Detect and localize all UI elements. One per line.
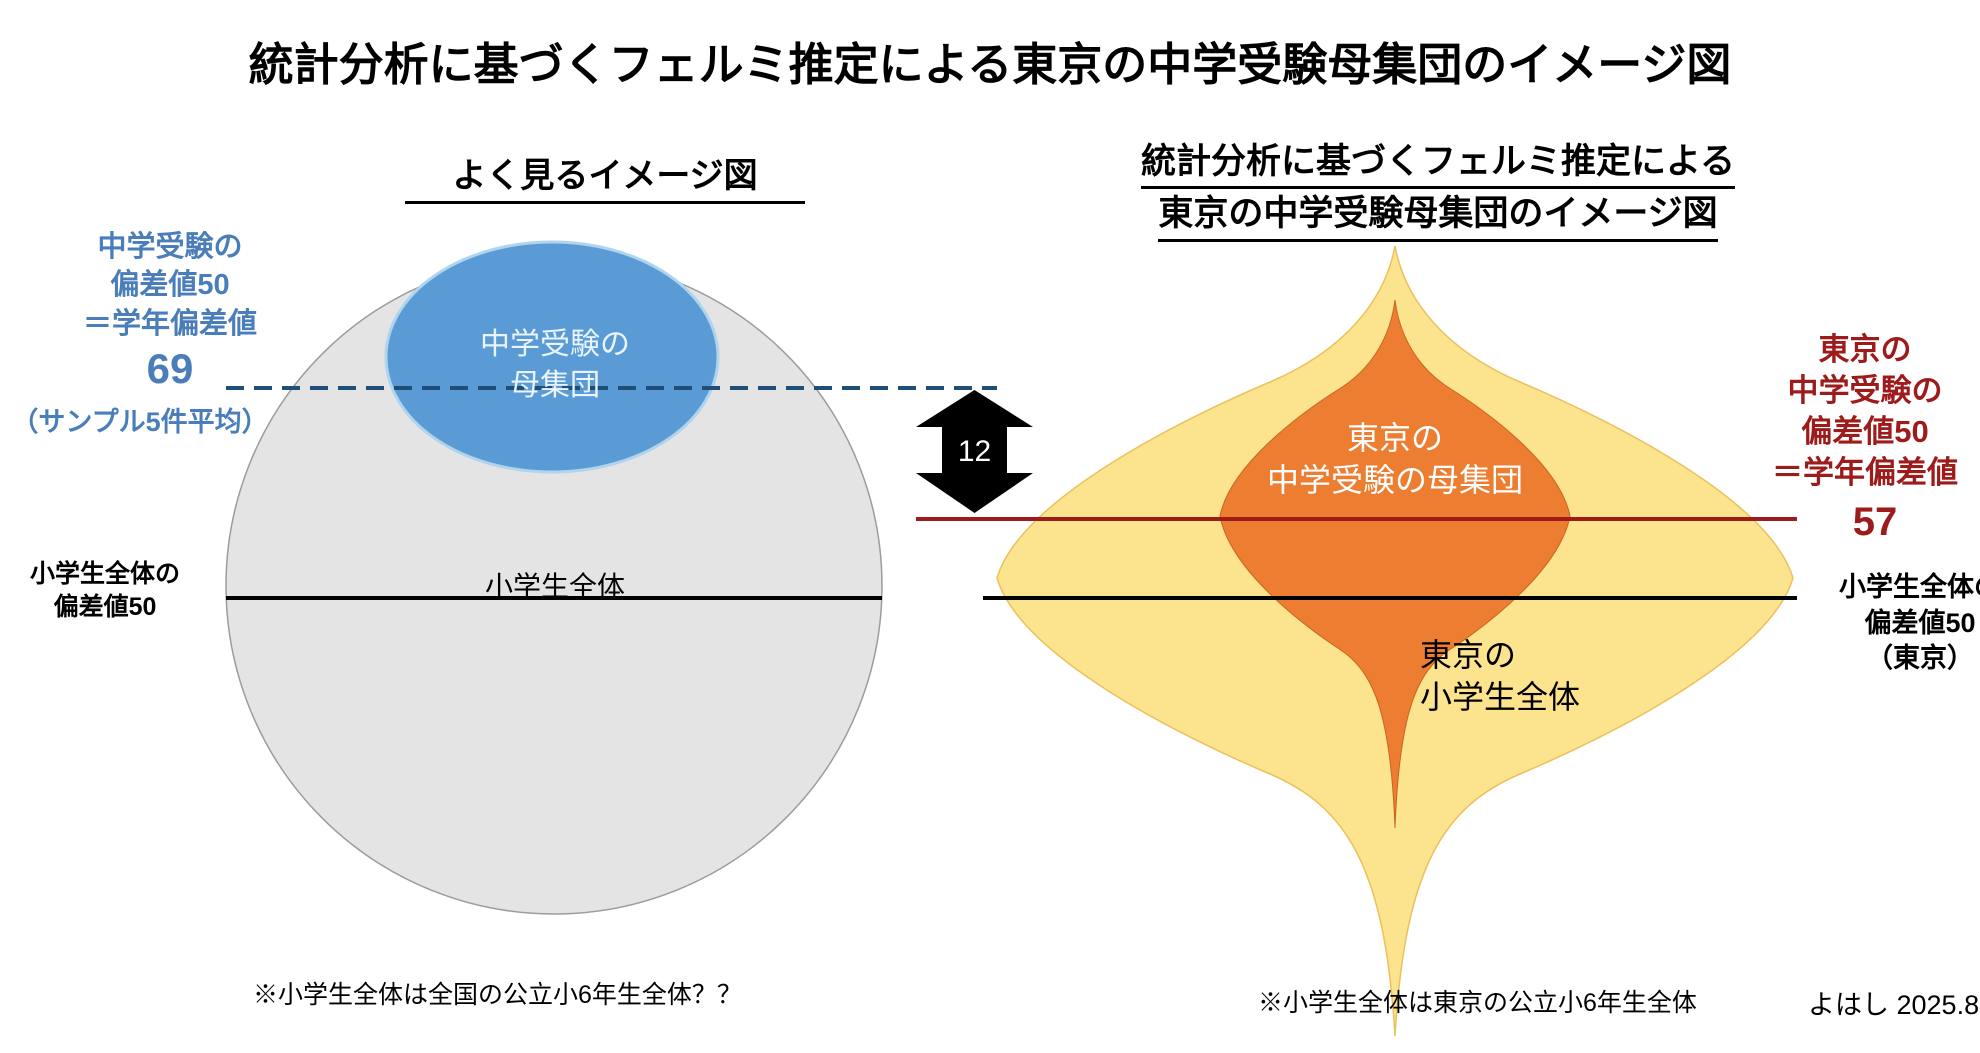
svg-text:12: 12 xyxy=(958,435,991,468)
